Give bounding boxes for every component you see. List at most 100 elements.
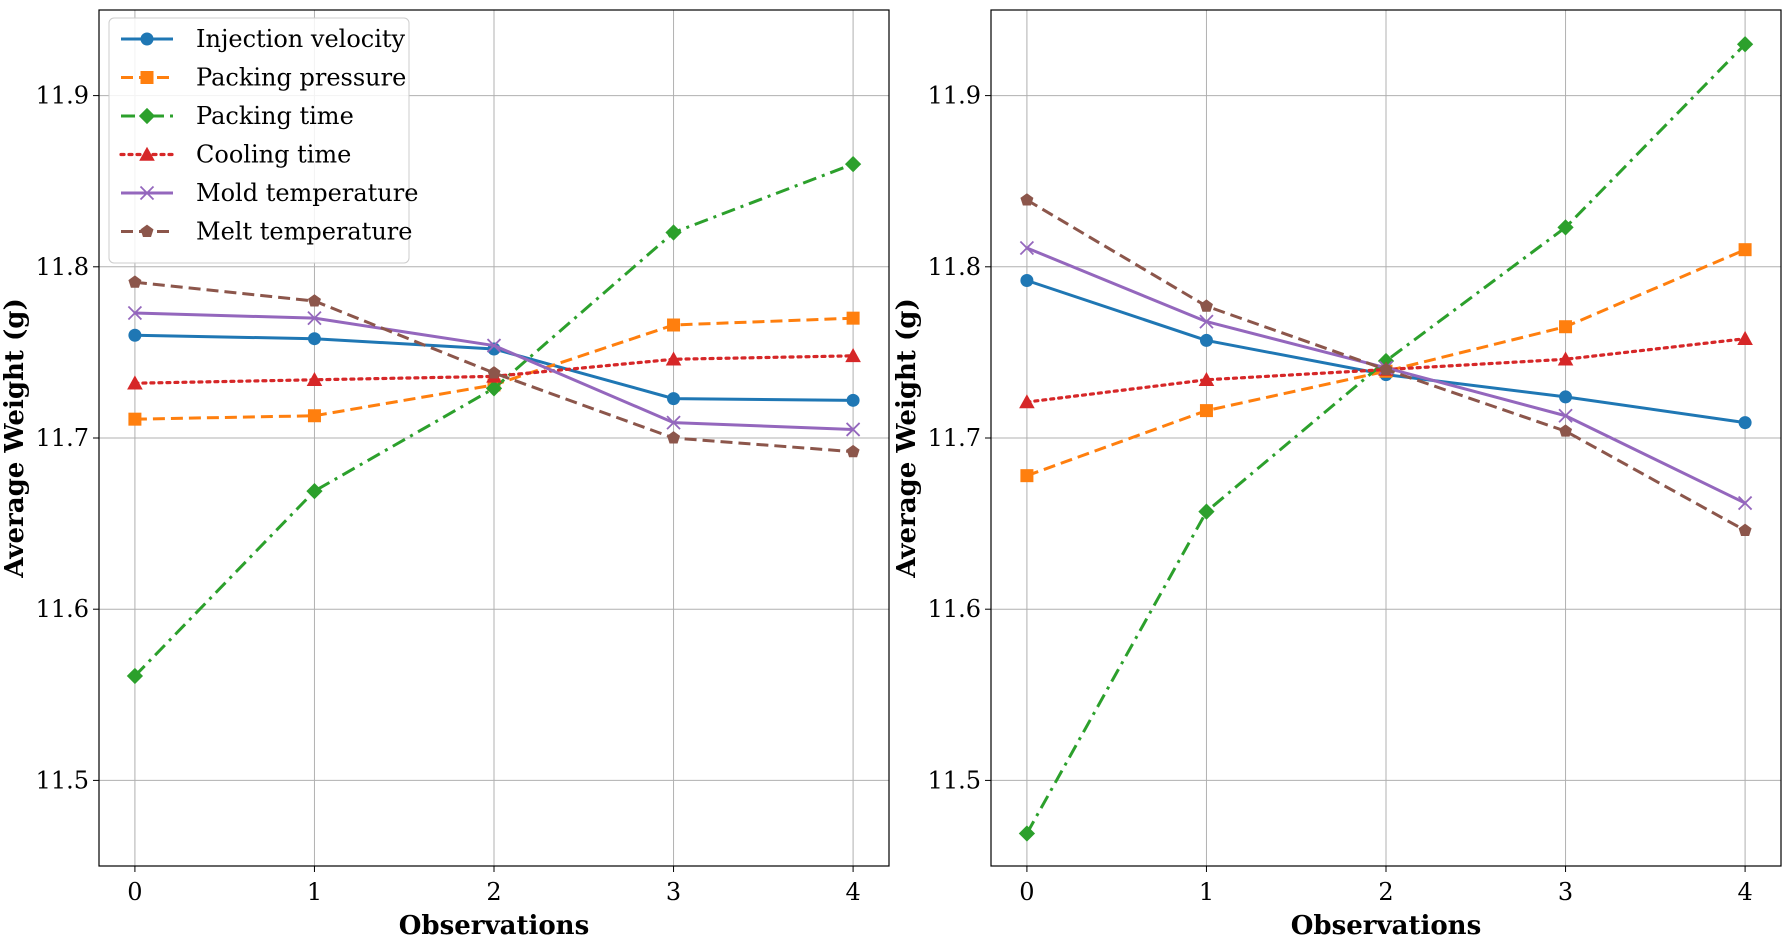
marker-x-stroke [666,415,681,430]
y-axis-title: Average Weight (g) [892,298,922,579]
data-point [128,412,142,426]
x-axis-title: Observations [1291,911,1481,939]
x-tick-label: 2 [486,878,501,906]
legend-item: Melt temperature [121,218,412,246]
legend-marker [140,71,154,84]
marker-x-stroke [1019,240,1035,256]
y-tick-label: 11.5 [928,766,981,794]
y-tick-label: 11.6 [928,595,981,623]
legend-marker [140,32,154,46]
x-tick-label: 4 [1737,878,1752,906]
data-point [1018,825,1036,842]
legend-item: Packing time [121,102,354,130]
data-point [1199,314,1214,329]
data-point [127,305,143,321]
series-packing-time [126,155,862,685]
marker-x-stroke [845,422,861,437]
data-point [1736,36,1754,53]
y-tick-label: 11.6 [36,595,89,623]
x-tick-label: 2 [1378,878,1393,906]
y-tick-label: 11.8 [928,253,981,281]
chart-panel-1: 0 1 2 3 4 11.5 11.6 11.7 11.8 11.9 Observations Ave… [0,9,890,939]
x-tick-label: 3 [666,878,681,906]
axes-frame [990,9,1782,867]
data-point [1379,362,1393,376]
x-tick-label: 4 [845,878,860,906]
legend-label: Injection velocity [196,25,406,53]
data-point [1019,394,1035,409]
data-point [307,311,322,326]
y-tick-label: 11.7 [928,424,981,452]
y-tick-label: 11.7 [36,424,89,452]
series-packing-time [1018,36,1754,842]
data-point [1020,273,1034,287]
x-tick-label: 0 [127,878,142,906]
data-point [486,338,502,353]
data-point [1737,495,1753,511]
data-point [846,393,860,407]
data-point [666,415,681,430]
data-point [127,375,143,390]
data-point [1557,351,1574,366]
data-point [1020,469,1034,483]
data-point [1558,408,1573,423]
x-axis-title: Observations [399,911,589,939]
x-tick-label: 1 [1199,878,1214,906]
data-point [1199,333,1213,347]
data-point [844,155,862,173]
data-point [306,371,323,387]
data-point [1738,523,1752,536]
data-point [1559,320,1573,334]
x-tick-label: 0 [1019,878,1034,906]
x-tick-label: 1 [307,878,322,906]
legend-label: Packing pressure [196,64,406,92]
axes-frame [98,9,890,867]
data-point [846,311,860,325]
data-point [307,409,321,423]
chart-panel-2: 0 1 2 3 4 11.5 11.6 11.7 11.8 11.9 Observations Ave… [892,9,1782,939]
series-mold-temperature [127,305,861,437]
legend-item: Cooling time [119,141,351,169]
data-point [1198,371,1215,387]
series-injection-velocity [128,328,860,407]
data-point [1559,424,1573,437]
y-tick-label: 11.9 [36,82,89,110]
marker-x-stroke [486,338,502,353]
legend-marker [139,146,155,161]
marker-x-stroke [127,305,143,321]
data-point [667,318,681,332]
legend-item: Injection velocity [121,25,406,53]
marker-x-stroke [139,185,155,201]
data-point [1377,352,1395,370]
data-point [845,422,861,437]
y-tick-label: 11.9 [928,82,981,110]
data-point [665,224,682,241]
legend: Injection velocity Packing pressure Packin… [108,17,418,264]
data-point [667,431,681,444]
series-line [1026,248,1746,478]
data-point [1198,503,1215,520]
data-point [1737,330,1753,345]
data-point [1557,219,1574,236]
y-tick-label: 11.5 [36,766,89,794]
data-point [307,332,321,346]
data-point [846,444,860,458]
series-melt-temperature [128,275,860,458]
legend-marker [140,224,154,238]
legend-marker [138,107,156,125]
series-melt-temperature [1020,193,1752,536]
data-point [128,328,142,342]
data-point [1738,243,1752,257]
legend-label: Mold temperature [196,179,418,207]
marker-x-stroke [1737,495,1753,511]
data-point [1738,416,1752,430]
data-point [665,351,682,366]
data-point [485,380,503,397]
marker-x-stroke [1199,314,1214,329]
legend-label: Melt temperature [196,218,412,246]
data-point [667,392,681,406]
legend-marker [139,185,155,201]
data-point [845,348,861,363]
legend-label: Packing time [196,102,354,130]
